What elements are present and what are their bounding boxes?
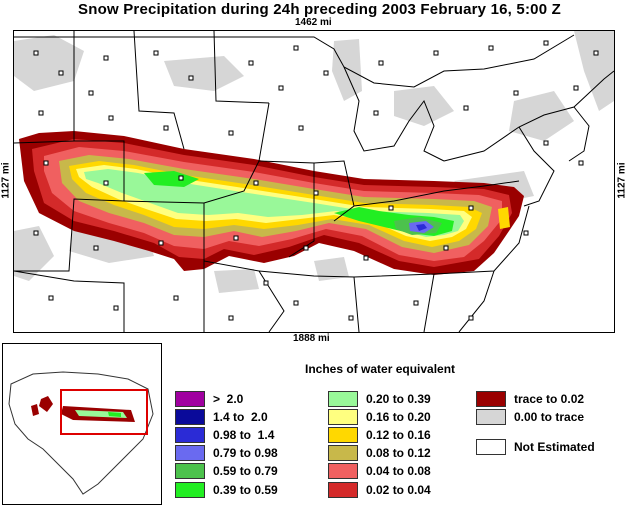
precipitation-band — [19, 131, 524, 275]
legend-label: 1.4 to 2.0 — [213, 410, 268, 425]
legend-title: Inches of water equivalent — [305, 362, 456, 376]
boundary-lines — [14, 31, 614, 332]
legend-label: 0.98 to 1.4 — [213, 428, 275, 443]
legend-item: 0.08 to 0.12 — [328, 444, 431, 462]
legend-label: 0.16 to 0.20 — [366, 410, 431, 425]
snow-precipitation-map — [13, 30, 615, 333]
legend-swatch — [328, 463, 358, 480]
legend-label: 0.12 to 0.16 — [366, 428, 431, 443]
bottom-width-label: 1888 mi — [293, 333, 330, 344]
legend-label: Not Estimated — [514, 440, 595, 454]
legend-swatch — [328, 481, 358, 498]
legend-label: 0.02 to 0.04 — [366, 482, 431, 497]
legend-swatch — [328, 427, 358, 444]
legend-label: 0.79 to 0.98 — [213, 446, 278, 461]
legend-item: 0.12 to 0.16 — [328, 426, 431, 444]
legend-item: 0.59 to 0.79 — [175, 462, 278, 480]
left-height-label: 1127 mi — [0, 162, 12, 199]
legend-item: 0.00 to trace — [476, 408, 584, 426]
legend-swatch — [175, 427, 205, 444]
legend-label: trace to 0.02 — [514, 392, 585, 406]
legend-swatch — [328, 445, 358, 462]
legend-label: 0.59 to 0.79 — [213, 464, 278, 479]
legend-item: 0.02 to 0.04 — [328, 481, 431, 499]
legend-swatch — [175, 463, 205, 480]
station-markers — [33, 40, 599, 321]
legend-item: > 2.0 — [175, 390, 243, 408]
right-height-label: 1127 mi — [616, 162, 628, 199]
legend-label: 0.20 to 0.39 — [366, 392, 431, 406]
legend-item: 0.16 to 0.20 — [328, 408, 431, 426]
legend-item: 0.39 to 0.59 — [175, 481, 278, 499]
continent-outline — [8, 371, 154, 495]
legend-swatch — [476, 439, 506, 455]
legend-label: > 2.0 — [213, 392, 244, 406]
legend-item: trace to 0.02 — [476, 390, 584, 408]
legend-item: 0.98 to 1.4 — [175, 426, 274, 444]
legend-swatch — [175, 481, 205, 498]
legend-item: 0.79 to 0.98 — [175, 444, 278, 462]
legend-label: 0.39 to 0.59 — [213, 482, 278, 497]
legend-swatch — [175, 445, 205, 462]
legend-item: Not Estimated — [476, 438, 595, 456]
legend-swatch — [476, 409, 506, 425]
legend-item: 0.20 to 0.39 — [328, 390, 431, 408]
legend-swatch — [328, 409, 358, 426]
overview-inset-map — [2, 343, 162, 505]
overview-highlight-box — [60, 389, 148, 435]
legend-item: 1.4 to 2.0 — [175, 408, 268, 426]
legend-item: 0.04 to 0.08 — [328, 462, 431, 480]
legend-swatch — [175, 391, 205, 407]
map-title: Snow Precipitation during 24h preceding … — [78, 1, 561, 18]
top-width-label: 1462 mi — [295, 17, 332, 28]
legend-label: 0.00 to trace — [514, 410, 585, 424]
legend-label: 0.08 to 0.12 — [366, 446, 431, 461]
overview-snow — [31, 396, 135, 422]
legend-swatch — [476, 391, 506, 407]
legend-swatch — [328, 391, 358, 407]
legend-label: 0.04 to 0.08 — [366, 464, 431, 479]
legend-swatch — [175, 409, 205, 426]
